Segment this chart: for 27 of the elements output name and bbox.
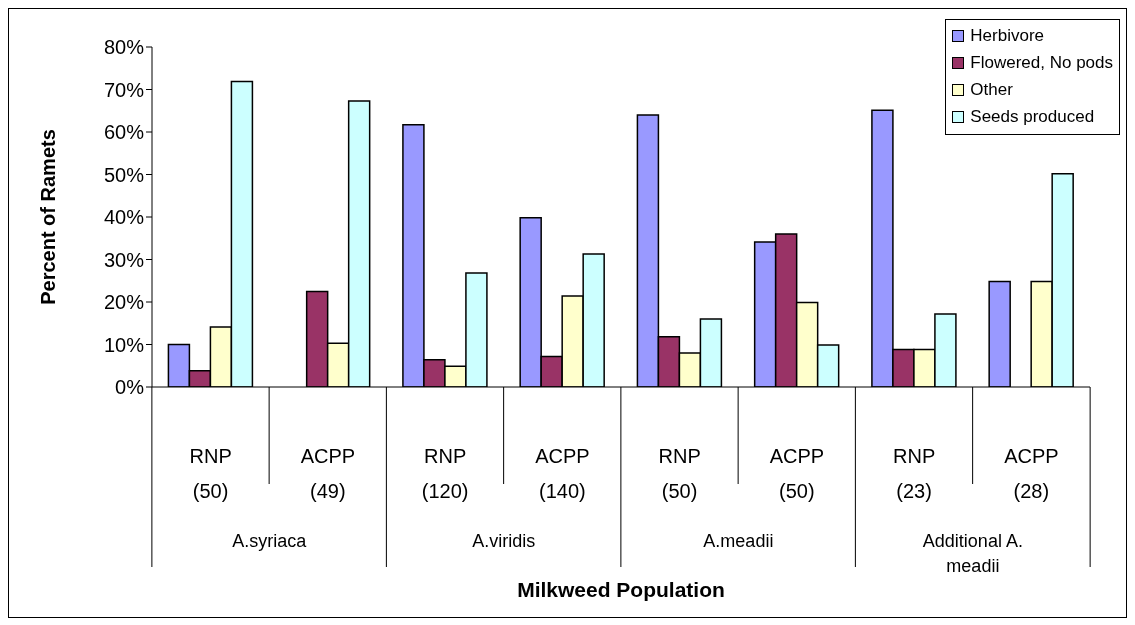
x-tick-label: RNP (120)	[421, 445, 469, 502]
y-tick-label: 70%	[103, 78, 145, 101]
x-tick-label: RNP (50)	[658, 445, 701, 502]
legend-label: Flowered, No pods	[970, 52, 1113, 74]
y-tick-label: 50%	[103, 163, 145, 186]
text: Additional A. meadii	[922, 531, 1023, 576]
legend-label: Other	[970, 79, 1013, 101]
y-tick-label: 40%	[103, 206, 145, 229]
legend-label: Herbivore	[970, 25, 1045, 47]
x-tick-label: ACPP (28)	[1004, 445, 1059, 502]
x-axis-title: Milkweed Population	[517, 578, 725, 601]
y-tick-label: 30%	[103, 248, 145, 271]
x-tick-label: RNP (50)	[189, 445, 232, 502]
x-tick-label: RNP (23)	[893, 445, 936, 502]
y-tick-label: 10%	[103, 333, 145, 356]
y-tick-label: 60%	[103, 121, 145, 144]
y-tick-label: 20%	[103, 291, 145, 314]
text: A.viridis	[472, 531, 536, 551]
x-tick-label: ACPP (50)	[769, 445, 825, 502]
y-axis-title: Percent of Ramets	[37, 129, 60, 305]
x-tick-label: ACPP (140)	[535, 445, 590, 502]
y-tick-label: 80%	[103, 36, 145, 59]
text: A.syriaca	[232, 531, 308, 551]
y-tick-label: 0%	[115, 376, 145, 399]
text: A.meadii	[703, 531, 774, 551]
x-tick-label: ACPP (49)	[300, 445, 356, 502]
legend-label: Seeds produced	[970, 106, 1095, 128]
